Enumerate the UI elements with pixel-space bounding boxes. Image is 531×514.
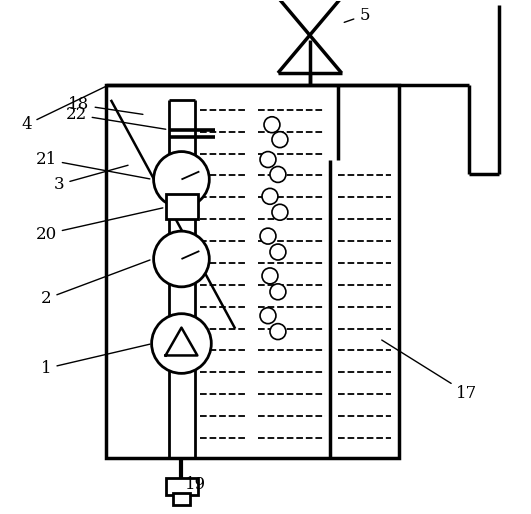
- Bar: [166, 478, 199, 494]
- Circle shape: [152, 314, 211, 373]
- Circle shape: [262, 188, 278, 204]
- Text: 20: 20: [36, 208, 163, 243]
- Circle shape: [270, 284, 286, 300]
- Bar: [173, 493, 191, 505]
- Text: 5: 5: [344, 7, 370, 24]
- Circle shape: [270, 167, 286, 182]
- Circle shape: [272, 204, 288, 220]
- Circle shape: [272, 132, 288, 148]
- Circle shape: [260, 308, 276, 324]
- Text: 2: 2: [41, 260, 150, 307]
- Circle shape: [260, 152, 276, 168]
- Circle shape: [270, 324, 286, 340]
- Text: 1: 1: [41, 344, 150, 377]
- Text: 4: 4: [21, 86, 106, 133]
- Circle shape: [270, 244, 286, 260]
- Text: 3: 3: [54, 165, 128, 193]
- Text: 19: 19: [182, 471, 206, 493]
- Text: 21: 21: [36, 151, 150, 179]
- Bar: [106, 85, 399, 458]
- Text: 17: 17: [382, 340, 477, 402]
- Circle shape: [262, 268, 278, 284]
- Text: 22: 22: [65, 106, 166, 129]
- Text: 18: 18: [68, 96, 143, 114]
- Circle shape: [153, 231, 209, 287]
- Circle shape: [264, 117, 280, 133]
- Circle shape: [153, 152, 209, 207]
- Bar: [166, 194, 199, 219]
- Circle shape: [260, 228, 276, 244]
